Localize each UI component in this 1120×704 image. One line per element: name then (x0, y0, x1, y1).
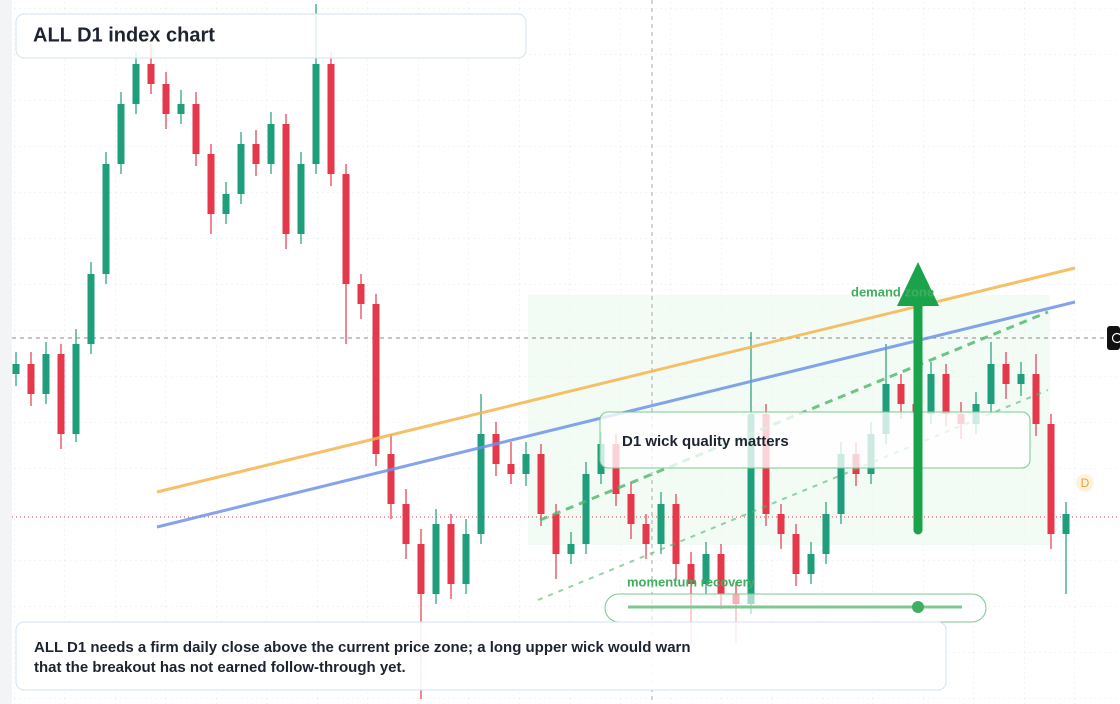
candle-body (177, 104, 185, 114)
candle-body (492, 434, 500, 464)
marker-label: D (1081, 476, 1090, 490)
momentum-label: momentum recovery (627, 574, 756, 589)
candle-body (777, 514, 785, 534)
candle-body (702, 554, 710, 584)
candle-body (822, 514, 830, 554)
candle-body (987, 364, 995, 404)
candle-body (507, 464, 515, 474)
wick-callout: D1 wick quality matters (622, 433, 789, 450)
candle-body (807, 554, 815, 574)
candle-body (207, 154, 215, 214)
left-edge (0, 0, 12, 704)
candle-body (417, 544, 425, 594)
candle-body (132, 64, 140, 104)
note-line: that the breakout has not earned follow-… (34, 659, 406, 676)
channel-upper (539, 310, 1049, 522)
candle-body (687, 564, 695, 584)
candle-body (882, 384, 890, 434)
target-arrow-head (897, 262, 939, 306)
candle-body (162, 84, 170, 114)
candle-body (312, 64, 320, 164)
candle-body (792, 534, 800, 574)
candle-body (447, 524, 455, 584)
title-box (15, 13, 527, 59)
crosshair-button[interactable] (1107, 326, 1120, 350)
candle-body (117, 104, 125, 164)
marker-badge (1076, 474, 1094, 492)
candle-body (927, 374, 935, 414)
momentum-knob (912, 601, 924, 613)
note-line: ALL D1 needs a firm daily close above th… (34, 639, 691, 656)
candle-body (42, 354, 50, 394)
candle-body (942, 374, 950, 414)
candle-body (402, 504, 410, 544)
candle-body (12, 364, 20, 374)
candle-body (192, 104, 200, 154)
candle-body (657, 504, 665, 544)
chart-title: ALL D1 index chart (33, 24, 215, 46)
candle-body (327, 64, 335, 174)
overlay: D1 wick quality matters demand zone mome… (15, 13, 1120, 691)
candle-body (897, 384, 905, 404)
candle-body (432, 524, 440, 594)
candle-body (237, 144, 245, 194)
candle-body (642, 524, 650, 544)
candle-body (612, 444, 620, 494)
crosshair-icon (1111, 332, 1120, 344)
candle-body (27, 364, 35, 394)
candle-body (717, 554, 725, 594)
candle-body (102, 164, 110, 274)
candle-body (87, 274, 95, 344)
candle-body (342, 174, 350, 284)
candle-body (477, 434, 485, 534)
target-label: demand zone (851, 284, 934, 299)
candle-body (267, 124, 275, 164)
candle-body (627, 494, 635, 524)
candle-body (537, 454, 545, 514)
candle-body (1032, 374, 1040, 424)
candle-body (672, 504, 680, 564)
candle-body (387, 454, 395, 504)
candle-body (582, 474, 590, 544)
candle-body (522, 454, 530, 474)
candle-body (1062, 514, 1070, 534)
candle-body (1047, 424, 1055, 534)
candle-body (462, 534, 470, 584)
candle-body (372, 304, 380, 454)
candle-body (282, 124, 290, 234)
candle-body (747, 414, 755, 604)
candle-body (57, 354, 65, 434)
candle-body (147, 64, 155, 84)
candle-body (1002, 364, 1010, 384)
candle-body (252, 144, 260, 164)
candle-body (297, 164, 305, 234)
candle-body (357, 284, 365, 304)
candle-body (72, 344, 80, 434)
candle-body (1017, 374, 1025, 384)
candle-body (567, 544, 575, 554)
candle-body (552, 514, 560, 554)
note-box (15, 621, 947, 691)
candle-body (837, 454, 845, 514)
candle-body (222, 194, 230, 214)
channel-lower (537, 389, 1049, 601)
